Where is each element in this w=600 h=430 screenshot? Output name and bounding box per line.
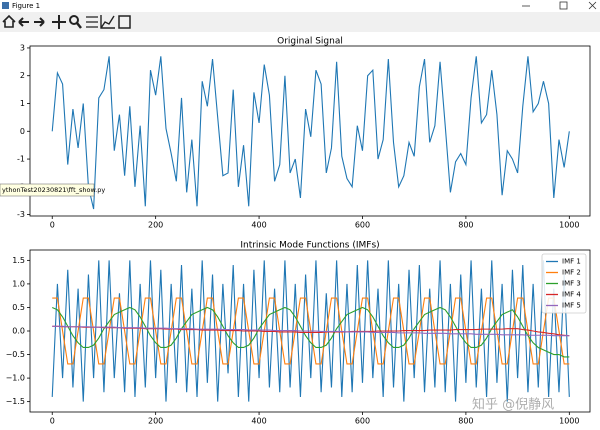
legend-label: IMF 4: [562, 291, 581, 299]
window-controls: [522, 1, 597, 10]
chart-title: Original Signal: [277, 37, 343, 47]
window-title: Figure 1: [12, 2, 40, 10]
y-tick-label: -3: [17, 210, 25, 219]
x-tick-label: 600: [355, 221, 370, 230]
axes-frame: [29, 249, 591, 413]
forward-button[interactable]: [34, 17, 45, 27]
y-tick-label: −1.5: [6, 397, 25, 406]
edit-axes-button[interactable]: [100, 15, 115, 29]
legend-label: IMF 1: [562, 258, 581, 266]
x-tick-label: 600: [355, 417, 370, 426]
toolbar: [0, 12, 600, 32]
back-button[interactable]: [18, 17, 29, 27]
series-line: [52, 325, 570, 337]
configure-button[interactable]: [86, 16, 98, 28]
zoom-handle[interactable]: [76, 22, 82, 29]
zoom-button[interactable]: [69, 15, 82, 29]
legend-label: IMF 2: [562, 269, 581, 277]
x-tick-label: 1000: [559, 221, 579, 230]
x-tick-label: 0: [50, 221, 55, 230]
y-tick-label: 2: [20, 71, 25, 80]
tooltip-text: ythonTest20230821\fft_show.py: [2, 186, 105, 194]
app-icon: [2, 2, 9, 9]
legend-label: IMF 3: [562, 280, 581, 288]
watermark: 知乎 @倪静风: [472, 397, 554, 413]
zoom-lens[interactable]: [69, 15, 79, 25]
maximize-button[interactable]: [559, 1, 568, 10]
y-tick-label: −1.0: [6, 374, 25, 383]
y-tick-label: 0.0: [12, 327, 25, 336]
legend-box: [541, 253, 587, 314]
y-tick-label: 1: [20, 99, 25, 108]
chart-title: Intrinsic Mode Functions (IMFs): [240, 241, 379, 251]
axes-frame: [29, 45, 591, 217]
x-tick-label: 800: [458, 417, 473, 426]
y-tick-label: 1.5: [12, 256, 25, 265]
tooltip-box: [0, 183, 95, 197]
series-line: [52, 306, 570, 358]
series-line: [51, 260, 570, 402]
y-tick-label: 0: [20, 127, 25, 136]
close-button[interactable]: [588, 1, 597, 10]
y-tick-label: 1.0: [12, 279, 25, 288]
home-button[interactable]: [2, 14, 16, 28]
series-line: [51, 56, 570, 210]
x-tick-label: 400: [251, 417, 266, 426]
x-tick-label: 0: [50, 417, 55, 426]
legend-label: IMF 5: [562, 302, 581, 310]
pan-button[interactable]: [52, 15, 66, 29]
save-button[interactable]: [118, 15, 131, 29]
y-tick-label: 0.5: [12, 303, 25, 312]
x-tick-label: 800: [458, 221, 473, 230]
toolbar-icons: [2, 14, 131, 29]
y-tick-label: 3: [20, 43, 25, 52]
y-tick-label: −0.5: [6, 350, 25, 359]
y-tick-label: -1: [17, 155, 25, 164]
x-tick-label: 400: [251, 221, 266, 230]
x-tick-label: 200: [148, 221, 163, 230]
title-bar: [0, 0, 600, 12]
x-tick-label: 1000: [559, 417, 579, 426]
x-tick-label: 200: [148, 417, 163, 426]
